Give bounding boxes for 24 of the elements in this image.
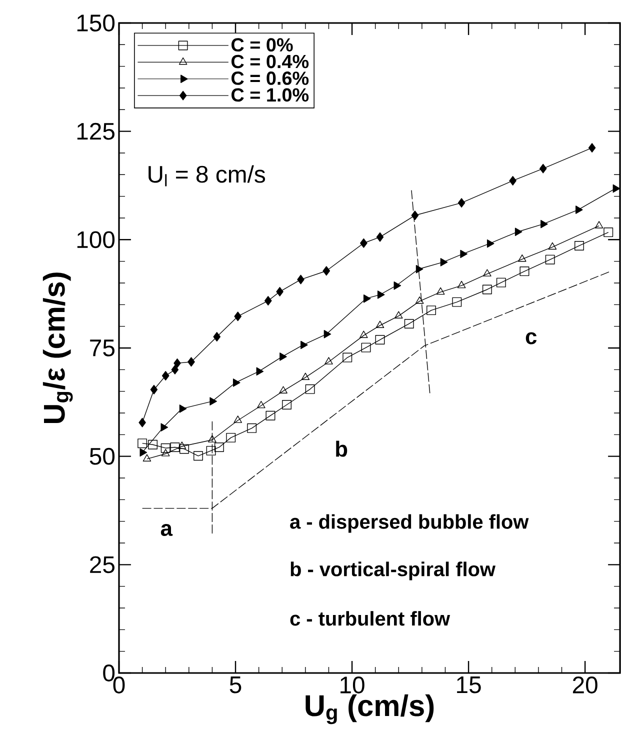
annotation: c <box>526 332 537 344</box>
x-tick-label: 5 <box>230 676 242 694</box>
y-tick-label: 25 <box>90 556 114 574</box>
annotation: a <box>160 524 173 536</box>
y-tick-label: 50 <box>90 448 115 465</box>
y-tick-label: 125 <box>77 122 114 140</box>
x-tick-label: 15 <box>457 676 481 694</box>
legend-label: C = 1.0% <box>231 88 309 102</box>
legend-label: C = 0% <box>231 38 293 52</box>
x-tick-label: 20 <box>572 676 598 694</box>
y-tick-label: 100 <box>77 231 115 248</box>
y-tick-label: 150 <box>77 14 115 32</box>
annotation: b - vortical-spiral flow <box>290 562 496 580</box>
annotation: c - turbulent flow <box>290 611 450 626</box>
annotation: a - dispersed bubble flow <box>290 514 529 533</box>
annotation: b <box>336 440 348 457</box>
y-tick-label: 0 <box>103 664 115 682</box>
y-tick-label: 75 <box>90 340 114 356</box>
annotation: U$_{l}$ = 8 cm/s <box>148 165 266 186</box>
x-axis-title: U$_{g}$ (cm/s) <box>306 694 434 724</box>
legend-label: C = 0.6% <box>231 72 309 85</box>
x-tick-label: 10 <box>340 676 364 694</box>
legend-label: C = 0.4% <box>231 54 309 68</box>
y-axis-title: U$_{g}$/ε (cm/s) <box>42 272 73 424</box>
